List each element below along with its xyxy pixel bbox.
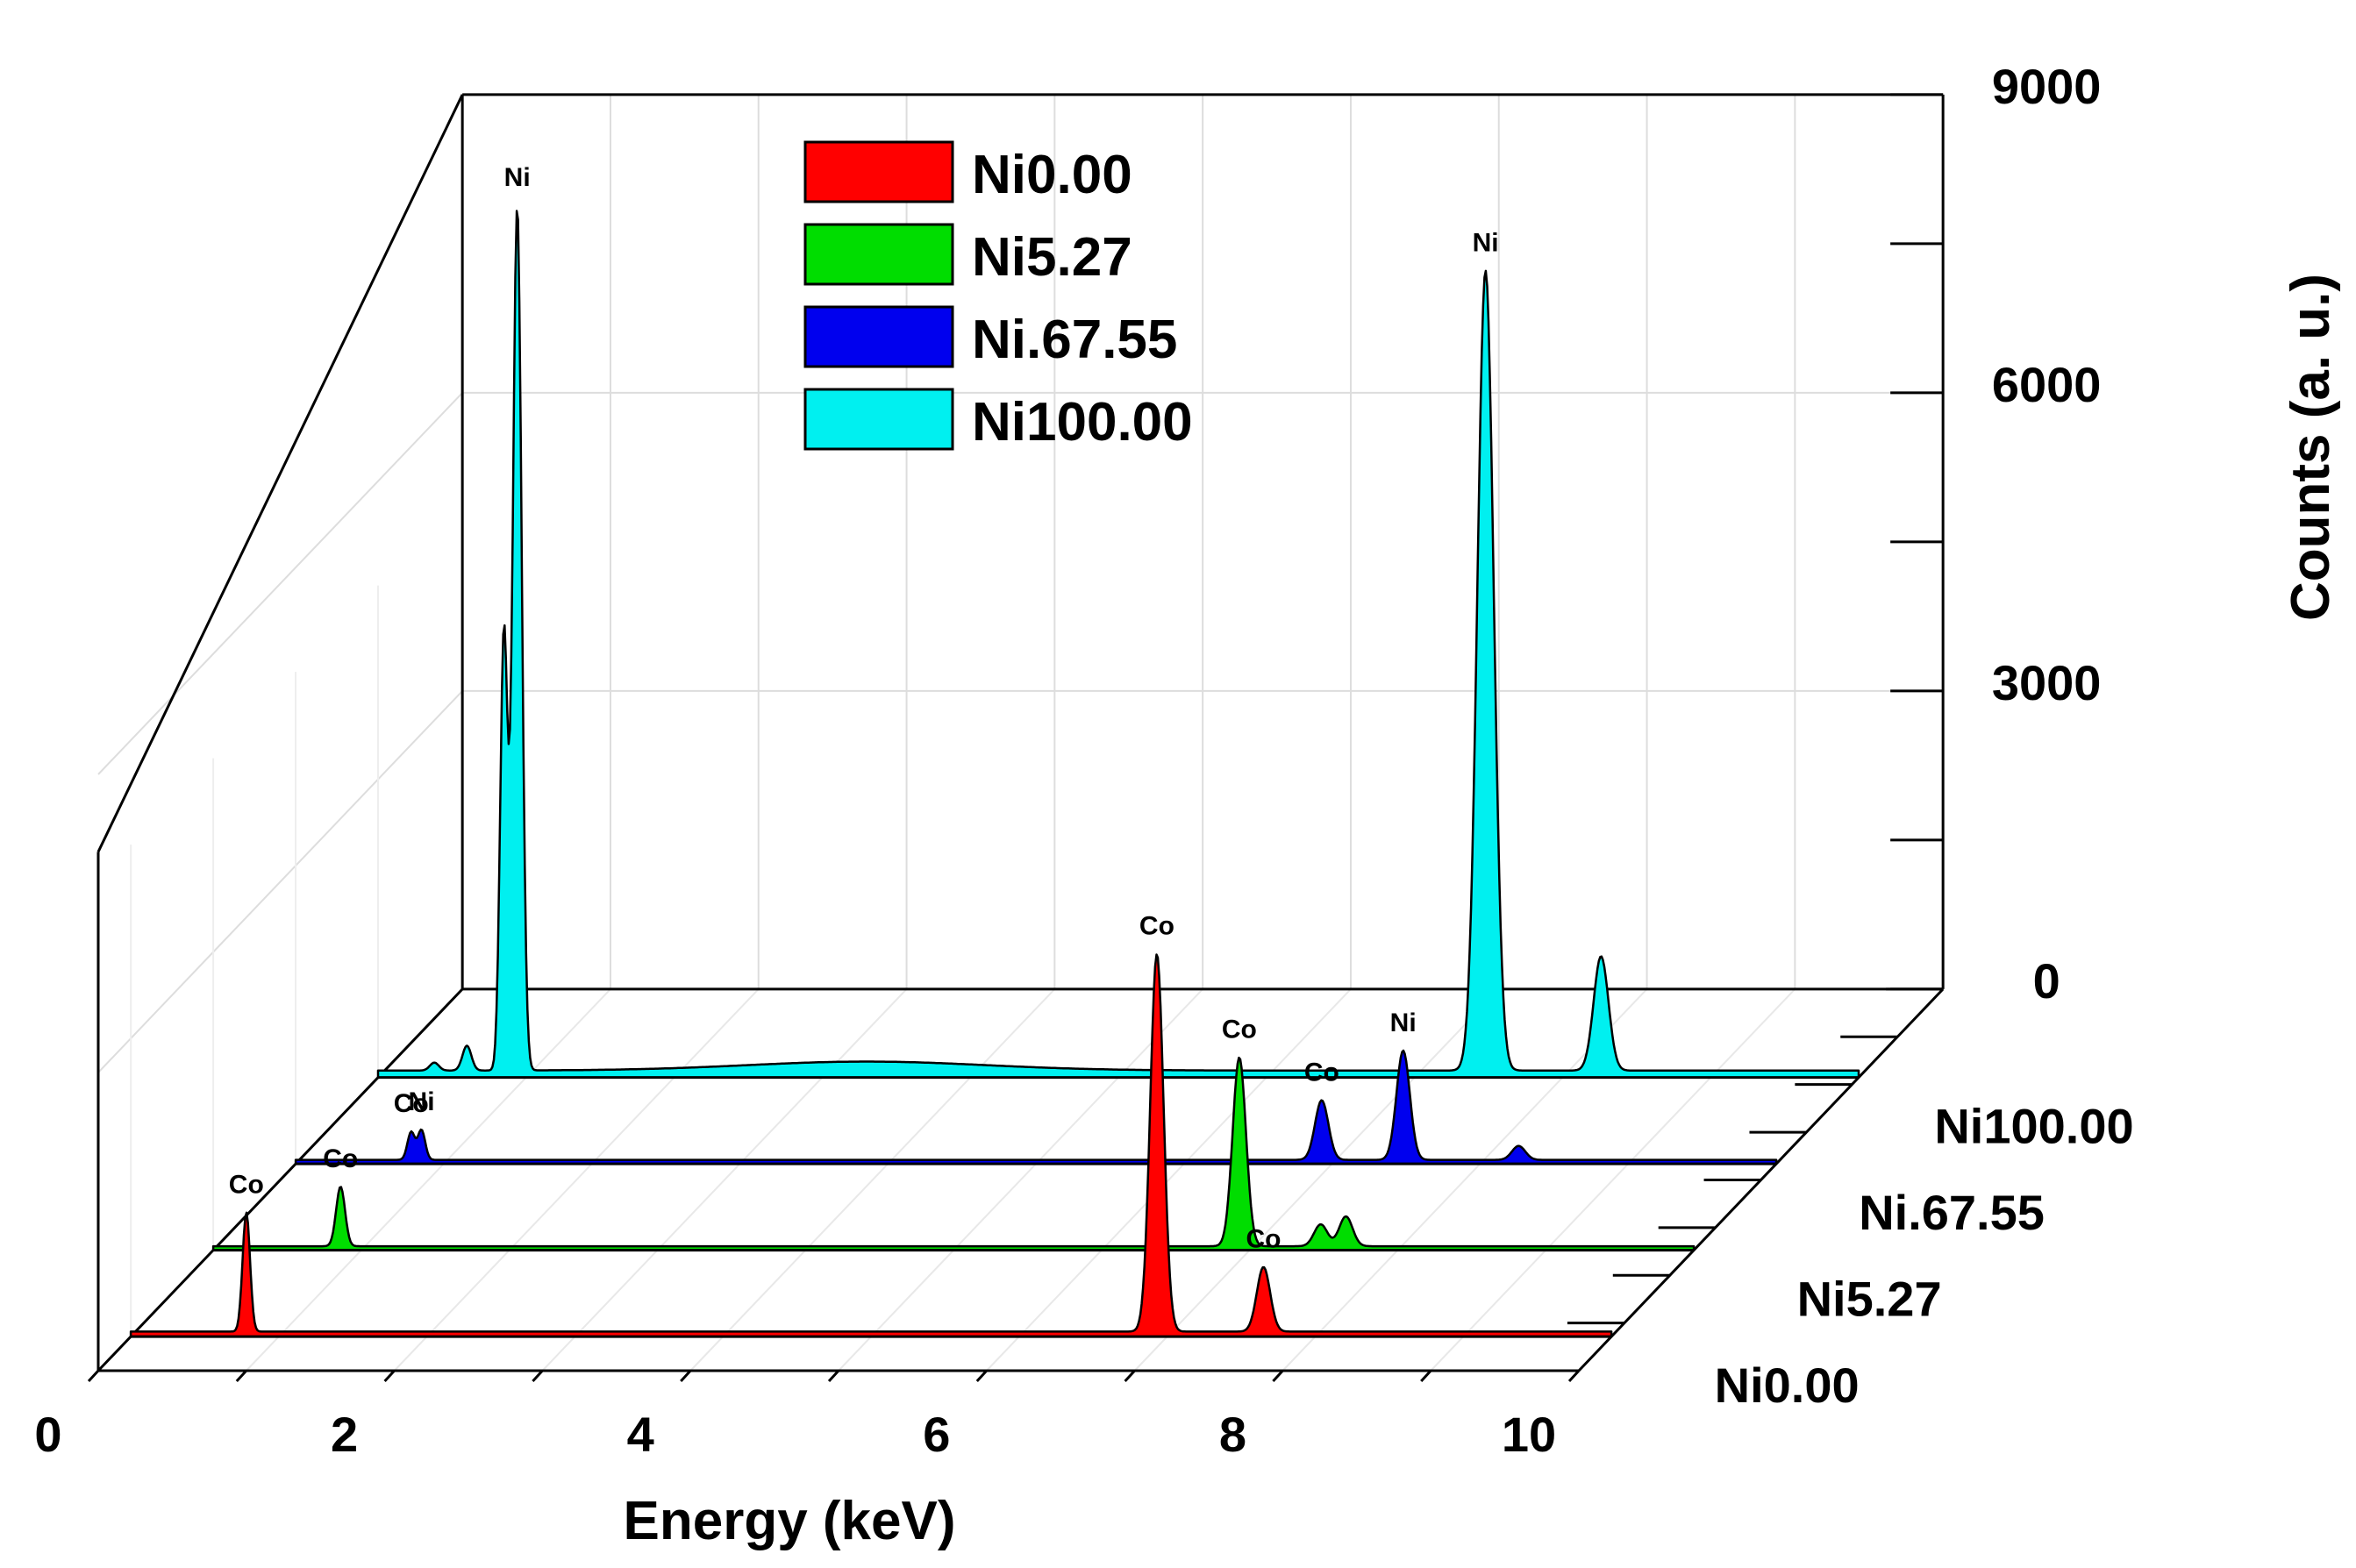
- x-axis-tick: [1124, 1369, 1136, 1383]
- left-wall-top-edge: [96, 94, 464, 853]
- x-tick-label: 0: [34, 1407, 61, 1462]
- x-tick-label: 6: [923, 1407, 950, 1462]
- legend-label: Ni100.00: [972, 392, 1193, 453]
- z-tick-label: 0: [2033, 953, 2060, 1009]
- floor-grid: [986, 988, 1352, 1372]
- series-depth-label: Ni.67.55: [1859, 1185, 2045, 1240]
- floor-grid: [246, 988, 611, 1372]
- peak-label: Co: [1222, 1016, 1257, 1044]
- legend-swatch: [803, 223, 954, 286]
- peak-label: Ni: [504, 163, 531, 192]
- floor-grid: [1133, 988, 1500, 1372]
- peak-label: Ni: [1390, 1009, 1417, 1037]
- peak-label: Co: [1246, 1225, 1281, 1254]
- spectrum-3: [376, 210, 1860, 1079]
- legend-label: Ni5.27: [972, 227, 1132, 288]
- peak-label: Co: [1139, 912, 1174, 941]
- series-depth-label: Ni100.00: [1934, 1099, 2133, 1154]
- legend: Ni0.00 Ni5.27 Ni.67.55 Ni100.00: [803, 140, 1193, 453]
- x-axis-title: Energy (keV): [623, 1491, 955, 1551]
- floor-left-edge: [96, 987, 464, 1372]
- peak-label: Co: [394, 1089, 429, 1118]
- floor-grid: [689, 988, 1056, 1372]
- floor-grid: [838, 988, 1203, 1372]
- legend-swatch: [803, 305, 954, 368]
- floor-grid: [541, 988, 908, 1372]
- x-tick-label: 8: [1219, 1407, 1246, 1462]
- x-axis-tick: [680, 1369, 692, 1383]
- x-axis-tick: [87, 1369, 100, 1383]
- spectrum-1: [211, 1056, 1696, 1251]
- series-depth-label: Ni0.00: [1715, 1358, 1860, 1413]
- side-wall-grid: [97, 690, 463, 1073]
- legend-label: Ni0.00: [972, 145, 1132, 205]
- spectrum-0: [129, 953, 1613, 1338]
- spectrum-2: [294, 1049, 1778, 1165]
- peak-label: Co: [1304, 1058, 1339, 1087]
- x-axis-tick: [1567, 1369, 1581, 1383]
- axes-labels: Energy (keV) Counts (a. u.) 0 2 4 6 8 10 0 3000…: [34, 59, 2341, 1551]
- side-wall-grid: [97, 392, 463, 775]
- legend-swatch: [803, 140, 954, 203]
- floor-grid: [1430, 988, 1796, 1372]
- peak-label: Ni: [1473, 228, 1499, 257]
- x-axis-tick: [827, 1369, 840, 1383]
- x-axis-tick: [532, 1369, 544, 1383]
- x-tick-label: 10: [1502, 1407, 1556, 1462]
- x-axis-tick: [975, 1369, 988, 1383]
- peak-label: Ni: [409, 1087, 435, 1116]
- series-depth-label: Ni5.27: [1797, 1272, 1942, 1327]
- x-axis-tick: [1420, 1369, 1432, 1383]
- x-tick-label: 2: [331, 1407, 358, 1462]
- z-tick-label: 3000: [1992, 655, 2102, 710]
- x-tick-label: 4: [627, 1407, 654, 1462]
- legend-swatch: [803, 388, 954, 451]
- x-axis-tick: [235, 1369, 247, 1383]
- z-axis-title: Counts (a. u.): [2281, 274, 2341, 621]
- z-tick-label: 9000: [1992, 59, 2102, 114]
- chart-grid: [97, 94, 1944, 1372]
- floor-grid: [393, 988, 760, 1372]
- peak-label: Co: [323, 1144, 358, 1173]
- z-tick-label: 6000: [1992, 357, 2102, 412]
- x-axis-tick: [1272, 1369, 1284, 1383]
- x-axis-tick: [383, 1369, 396, 1383]
- legend-label: Ni.67.55: [972, 310, 1177, 370]
- peak-label: Co: [229, 1170, 264, 1199]
- spectra-traces: [129, 210, 1860, 1338]
